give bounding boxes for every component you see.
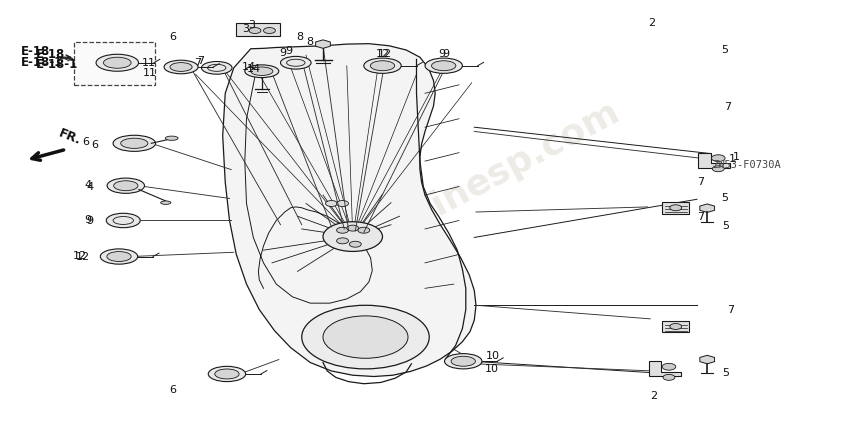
Text: E-18-1: E-18-1 [21, 56, 64, 69]
Text: 5: 5 [721, 45, 728, 55]
Circle shape [337, 227, 348, 233]
Text: 7: 7 [697, 177, 704, 187]
Ellipse shape [215, 369, 239, 379]
Text: E-18: E-18 [36, 48, 65, 61]
Text: 7: 7 [197, 56, 204, 67]
Circle shape [323, 316, 408, 358]
Ellipse shape [201, 61, 232, 74]
Text: 2: 2 [650, 391, 657, 402]
Text: 5: 5 [722, 220, 729, 231]
Circle shape [358, 227, 370, 233]
Text: 5: 5 [721, 193, 728, 204]
Circle shape [663, 374, 675, 380]
Ellipse shape [371, 61, 394, 71]
Text: 1: 1 [733, 152, 740, 162]
Polygon shape [698, 153, 730, 168]
Ellipse shape [164, 60, 198, 74]
Circle shape [349, 241, 361, 247]
Text: 10: 10 [484, 364, 498, 374]
Text: 3: 3 [242, 24, 249, 34]
Circle shape [264, 28, 275, 33]
Text: 11: 11 [144, 68, 157, 78]
Text: FR.: FR. [57, 127, 83, 148]
Ellipse shape [161, 201, 171, 204]
Text: 1: 1 [729, 154, 736, 164]
Circle shape [670, 324, 682, 329]
Text: 9: 9 [439, 49, 445, 59]
Circle shape [670, 205, 682, 211]
Circle shape [249, 28, 261, 33]
Text: 14: 14 [242, 62, 257, 72]
Circle shape [323, 222, 382, 251]
Text: E-18: E-18 [21, 45, 50, 58]
Ellipse shape [121, 138, 148, 148]
Circle shape [347, 225, 359, 231]
Text: 9: 9 [279, 48, 286, 58]
Text: 10: 10 [486, 351, 500, 361]
Text: 4: 4 [85, 180, 92, 190]
Ellipse shape [445, 354, 482, 369]
Text: 3: 3 [248, 20, 255, 31]
Text: 7: 7 [724, 102, 731, 112]
Text: ZW53-F0730A: ZW53-F0730A [712, 160, 781, 170]
Ellipse shape [364, 58, 401, 73]
Text: 5: 5 [722, 368, 729, 378]
Ellipse shape [451, 356, 475, 366]
Ellipse shape [106, 213, 140, 228]
Text: 6: 6 [169, 385, 176, 395]
Ellipse shape [432, 61, 456, 71]
Text: 9: 9 [442, 49, 449, 59]
FancyBboxPatch shape [236, 23, 280, 36]
Text: 12: 12 [378, 49, 393, 59]
Ellipse shape [280, 56, 311, 69]
Ellipse shape [245, 65, 279, 78]
Text: 8: 8 [306, 36, 313, 47]
Text: 12: 12 [72, 251, 87, 261]
Text: 12: 12 [376, 49, 390, 59]
Ellipse shape [113, 135, 156, 151]
Text: 7: 7 [727, 304, 734, 315]
Text: 9: 9 [87, 216, 94, 226]
Text: 9: 9 [85, 215, 92, 225]
Text: 7: 7 [697, 212, 704, 222]
Ellipse shape [165, 136, 178, 140]
Ellipse shape [100, 249, 138, 264]
Circle shape [711, 155, 725, 162]
Text: 14: 14 [246, 64, 261, 74]
Ellipse shape [104, 57, 131, 68]
Ellipse shape [107, 178, 144, 193]
Polygon shape [649, 361, 681, 377]
Text: 6: 6 [82, 137, 89, 147]
Ellipse shape [425, 58, 462, 73]
Text: 7: 7 [194, 58, 201, 68]
Text: www.marinesp.com: www.marinesp.com [258, 95, 626, 312]
Text: 2: 2 [648, 18, 654, 28]
Text: 12: 12 [76, 252, 90, 262]
Ellipse shape [170, 63, 192, 71]
Circle shape [662, 363, 676, 370]
Ellipse shape [208, 366, 246, 382]
Ellipse shape [114, 181, 138, 191]
Circle shape [337, 201, 348, 206]
Text: 4: 4 [87, 181, 94, 192]
Text: 6: 6 [169, 32, 176, 42]
Ellipse shape [107, 251, 131, 262]
Bar [662, 321, 689, 332]
Text: 8: 8 [296, 32, 303, 42]
Bar [662, 202, 689, 214]
Ellipse shape [96, 54, 139, 71]
FancyBboxPatch shape [74, 42, 155, 85]
Circle shape [302, 305, 429, 369]
Circle shape [712, 166, 724, 172]
Circle shape [337, 238, 348, 244]
Text: 9: 9 [285, 46, 292, 56]
Text: 11: 11 [142, 58, 156, 68]
Text: 6: 6 [91, 140, 98, 150]
Polygon shape [223, 44, 476, 377]
Ellipse shape [251, 67, 273, 75]
Circle shape [326, 201, 337, 206]
Text: E-18-1: E-18-1 [36, 58, 78, 71]
